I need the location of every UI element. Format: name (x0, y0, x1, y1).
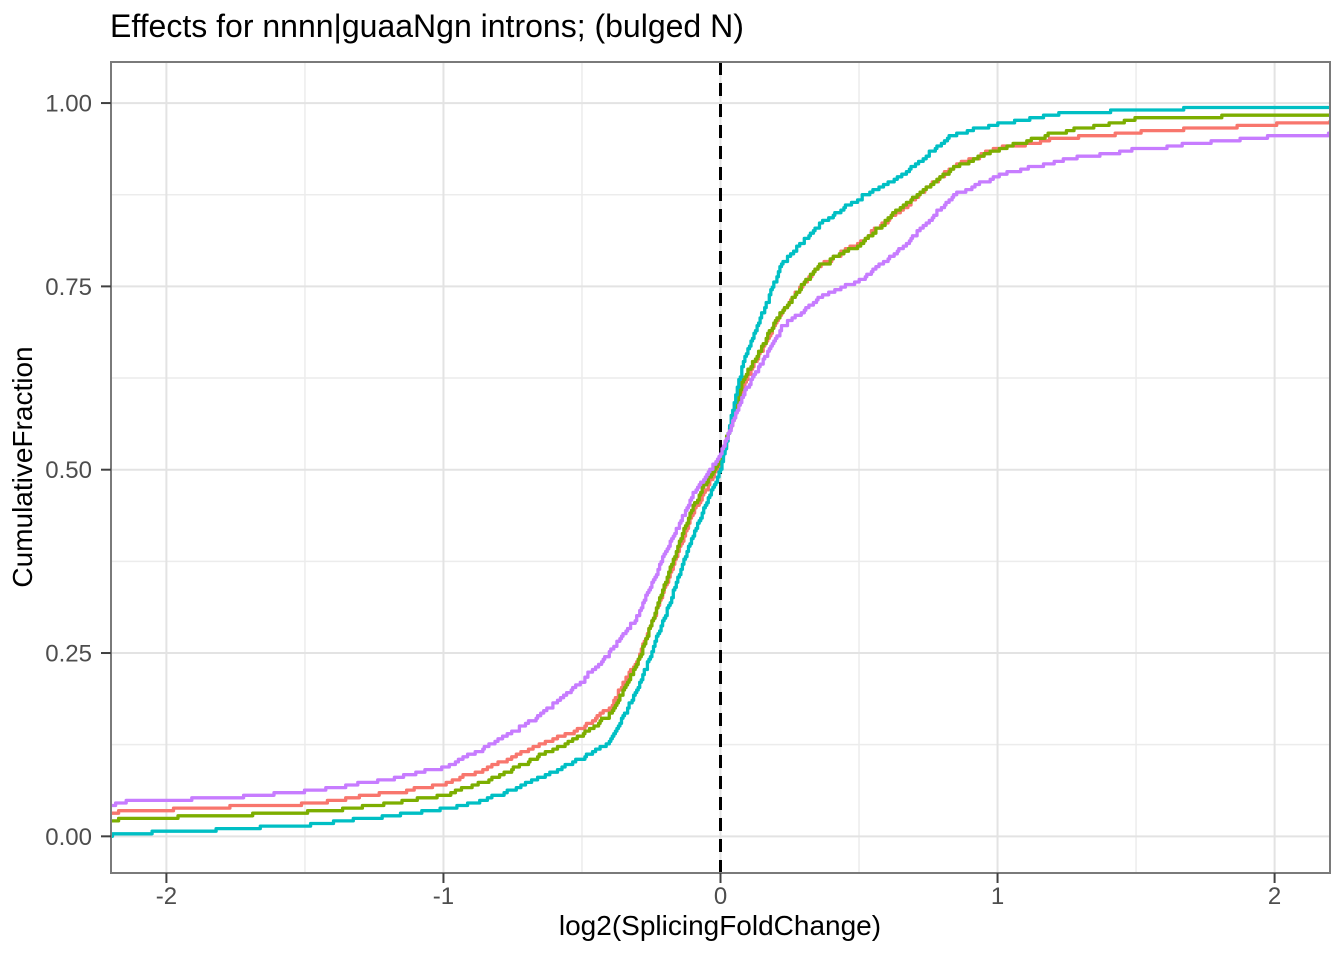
y-tick-label: 0.50 (45, 457, 92, 484)
x-tick-label: 0 (714, 883, 727, 910)
y-tick-label: 0.00 (45, 824, 92, 851)
plot-title: Effects for nnnn|guaaNgn introns; (bulge… (110, 8, 744, 44)
x-tick-label: -1 (433, 883, 454, 910)
curve-ecdf-green (111, 113, 1330, 823)
x-tick-label: 1 (991, 883, 1004, 910)
x-tick-label: 2 (1268, 883, 1281, 910)
y-tick-label: 0.75 (45, 274, 92, 301)
y-tick-label: 1.00 (45, 91, 92, 118)
curve-ecdf-teal (111, 105, 1330, 838)
curve-ecdf-purple (111, 131, 1330, 808)
x-tick-label: -2 (156, 883, 177, 910)
x-axis-title: log2(SplicingFoldChange) (558, 910, 882, 941)
y-tick-label: 0.25 (45, 641, 92, 668)
